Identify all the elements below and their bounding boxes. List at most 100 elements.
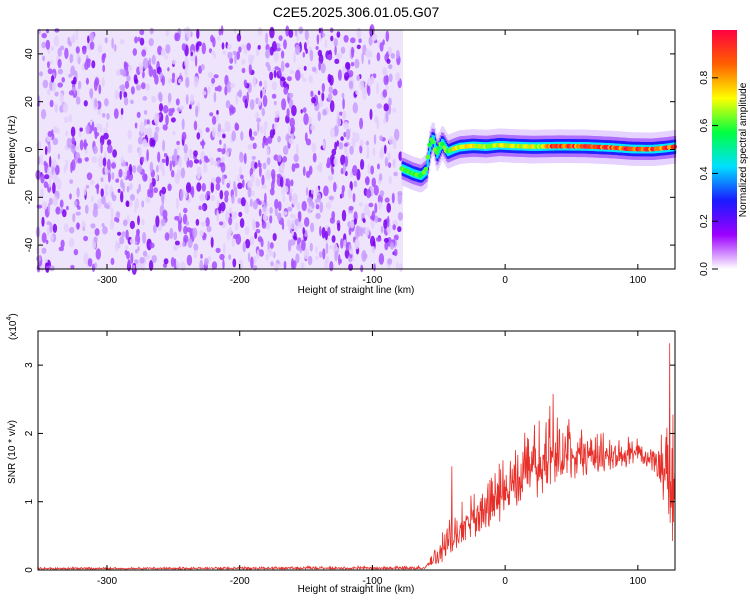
colorbar-tick-label: 0.2 bbox=[699, 214, 710, 228]
noise-speckle bbox=[126, 75, 131, 82]
noise-speckle bbox=[107, 172, 111, 183]
noise-speckle bbox=[378, 201, 382, 210]
noise-speckle bbox=[250, 55, 255, 61]
noise-speckle bbox=[396, 261, 399, 271]
noise-speckle bbox=[169, 160, 172, 172]
noise-speckle bbox=[348, 70, 354, 78]
noise-speckle bbox=[72, 33, 76, 44]
noise-speckle bbox=[92, 207, 99, 218]
noise-speckle bbox=[180, 190, 184, 201]
noise-speckle bbox=[141, 200, 145, 208]
noise-speckle bbox=[261, 221, 267, 229]
y-tick-label: 2 bbox=[24, 430, 35, 436]
noise-speckle bbox=[378, 173, 383, 182]
noise-speckle bbox=[359, 117, 364, 130]
noise-speckle bbox=[196, 166, 202, 178]
noise-speckle bbox=[145, 197, 151, 203]
noise-speckle bbox=[296, 244, 301, 251]
noise-speckle bbox=[72, 213, 76, 223]
noise-speckle bbox=[209, 157, 214, 166]
noise-speckle bbox=[204, 158, 210, 163]
noise-speckle bbox=[323, 185, 329, 197]
noise-speckle bbox=[101, 112, 106, 118]
noise-speckle bbox=[77, 80, 82, 90]
snr-multiplier-prefix: (x10 bbox=[8, 320, 19, 340]
noise-speckle bbox=[317, 111, 321, 122]
track-point bbox=[423, 167, 429, 172]
noise-speckle bbox=[167, 92, 172, 103]
noise-speckle bbox=[249, 198, 253, 208]
noise-speckle bbox=[222, 259, 225, 270]
track-point bbox=[425, 154, 430, 160]
noise-speckle bbox=[377, 163, 380, 170]
noise-speckle bbox=[162, 124, 168, 131]
noise-speckle bbox=[228, 65, 233, 70]
noise-speckle bbox=[82, 46, 87, 55]
noise-speckle bbox=[360, 159, 365, 170]
noise-speckle bbox=[343, 35, 349, 43]
noise-speckle bbox=[224, 195, 229, 203]
noise-speckle bbox=[60, 239, 65, 248]
noise-speckle bbox=[302, 52, 305, 58]
noise-speckle bbox=[244, 226, 250, 235]
noise-speckle bbox=[371, 177, 376, 188]
noise-speckle bbox=[334, 250, 338, 262]
noise-speckle bbox=[74, 200, 78, 206]
noise-speckle bbox=[257, 121, 260, 133]
noise-speckle bbox=[331, 235, 336, 243]
noise-speckle bbox=[149, 27, 154, 35]
noise-speckle bbox=[339, 258, 342, 264]
noise-speckle bbox=[211, 50, 216, 55]
noise-speckle bbox=[269, 242, 274, 249]
noise-speckle bbox=[386, 58, 391, 64]
colorbar-gradient bbox=[712, 30, 737, 269]
noise-speckle bbox=[127, 259, 131, 268]
noise-speckle bbox=[256, 117, 262, 123]
noise-speckle bbox=[45, 39, 51, 50]
x-tick-label: -200 bbox=[230, 576, 250, 587]
noise-speckle bbox=[153, 131, 159, 143]
noise-speckle bbox=[363, 253, 368, 260]
noise-speckle bbox=[70, 264, 75, 270]
noise-speckle bbox=[288, 192, 292, 202]
noise-speckle bbox=[83, 235, 89, 242]
noise-speckle bbox=[173, 231, 178, 241]
noise-speckle bbox=[347, 221, 352, 228]
noise-speckle bbox=[365, 176, 370, 186]
noise-speckle bbox=[367, 163, 371, 175]
noise-speckle bbox=[267, 240, 270, 250]
noise-speckle bbox=[315, 46, 319, 50]
noise-speckle bbox=[285, 62, 290, 68]
noise-speckle bbox=[315, 186, 319, 197]
noise-speckle bbox=[41, 247, 47, 254]
noise-speckle bbox=[294, 29, 298, 37]
noise-speckle bbox=[344, 156, 348, 168]
noise-speckle bbox=[289, 238, 296, 246]
track-band-3 bbox=[433, 140, 437, 150]
noise-speckle bbox=[126, 169, 131, 179]
noise-speckle bbox=[237, 197, 242, 204]
noise-speckle bbox=[97, 155, 104, 168]
noise-speckle bbox=[172, 130, 176, 135]
noise-speckle bbox=[341, 209, 347, 222]
x-tick-label: -100 bbox=[362, 275, 382, 286]
noise-speckle bbox=[195, 218, 200, 226]
noise-speckle bbox=[305, 187, 309, 196]
noise-speckle bbox=[291, 105, 297, 117]
noise-speckle bbox=[278, 67, 282, 77]
heatmap-x-ticks: -300 -200 -100 0 100 bbox=[97, 30, 647, 286]
noise-speckle bbox=[59, 45, 65, 51]
noise-speckle bbox=[359, 139, 364, 147]
noise-speckle bbox=[47, 61, 50, 69]
noise-speckle bbox=[368, 50, 373, 58]
noise-speckle bbox=[66, 205, 69, 211]
noise-speckle bbox=[334, 141, 337, 151]
noise-speckle bbox=[61, 77, 65, 83]
noise-speckle bbox=[329, 100, 335, 113]
noise-speckle bbox=[183, 143, 188, 154]
noise-speckle bbox=[263, 80, 268, 91]
snr-series bbox=[37, 343, 676, 571]
noise-speckle bbox=[356, 44, 361, 50]
noise-speckle bbox=[216, 110, 219, 115]
noise-speckle bbox=[84, 157, 89, 162]
